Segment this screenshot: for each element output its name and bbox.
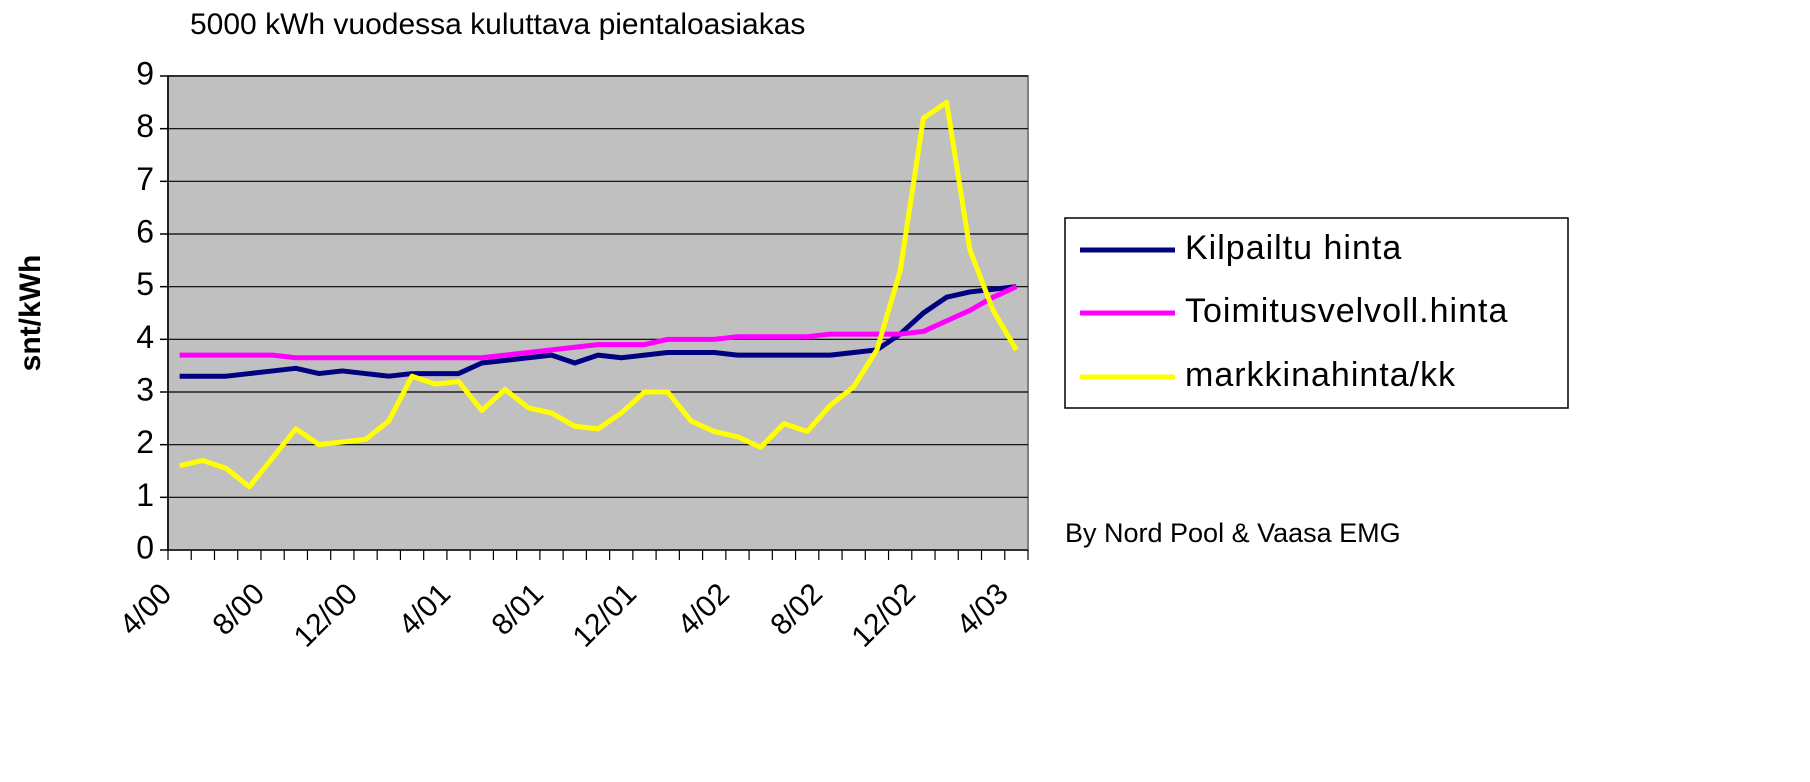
y-tick-label: 5 [136, 266, 154, 302]
chart-title: 5000 kWh vuodessa kuluttava pientaloasia… [190, 8, 805, 41]
plot-area [167, 75, 1029, 551]
y-tick-label: 1 [136, 477, 154, 513]
y-tick-label: 0 [136, 529, 154, 565]
legend-label: Toimitusvelvoll.hinta [1185, 292, 1508, 330]
x-tick-label: 12/00 [288, 577, 364, 653]
x-tick-label: 8/01 [485, 577, 550, 642]
series-line [179, 99, 1019, 490]
x-tick-label: 8/00 [207, 577, 272, 642]
legend-label: markkinahinta/kk [1185, 356, 1456, 394]
y-tick-label: 7 [136, 161, 154, 197]
source-note: By Nord Pool & Vaasa EMG [1065, 518, 1401, 548]
y-tick-label: 9 [136, 55, 154, 91]
y-tick-label: 2 [136, 424, 154, 460]
y-tick-label: 8 [136, 108, 154, 144]
y-tick-label: 4 [136, 319, 154, 355]
x-tick-label: 8/02 [764, 577, 829, 642]
y-axis-label: snt/kWh [14, 255, 47, 372]
legend-label: Kilpailtu hinta [1185, 229, 1402, 267]
x-tick-label: 4/03 [950, 577, 1015, 642]
x-tick-label: 12/02 [846, 577, 922, 653]
x-tick-label: 12/01 [567, 577, 643, 653]
x-tick-label: 4/02 [671, 577, 736, 642]
x-tick-label: 4/01 [392, 577, 457, 642]
series-line [179, 284, 1018, 361]
x-tick-label: 4/00 [114, 577, 179, 642]
y-tick-label: 6 [136, 213, 154, 249]
y-tick-label: 3 [136, 371, 154, 407]
